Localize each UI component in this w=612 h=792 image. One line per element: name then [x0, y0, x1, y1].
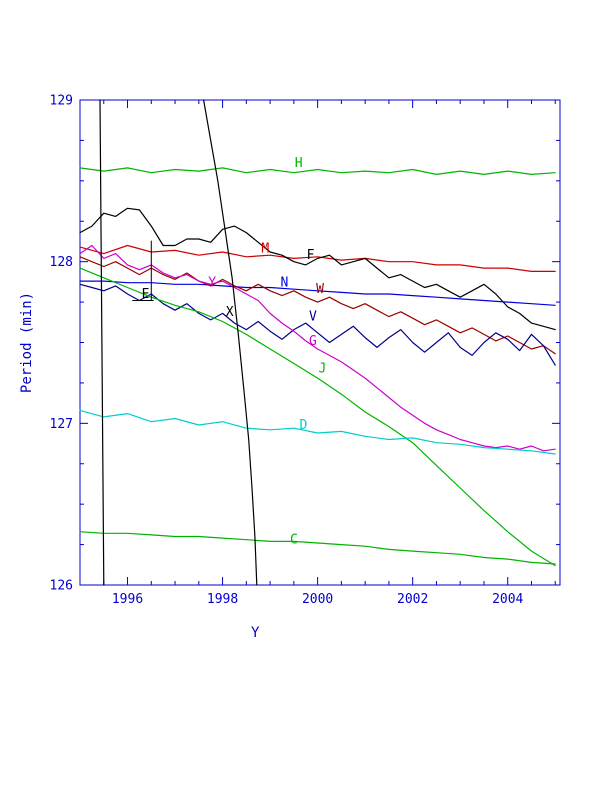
curve-label-D: D	[299, 418, 307, 433]
x-tick-label: 2002	[397, 592, 428, 607]
curve-label-C: C	[290, 533, 298, 548]
curve-label-V: V	[309, 310, 317, 325]
curve-label-H: H	[295, 156, 303, 171]
curve-label-W: W	[316, 282, 324, 297]
x-tick-label: 1996	[112, 592, 143, 607]
curve-label-X: X	[226, 305, 234, 320]
series-H-line	[79, 167, 556, 175]
series-G-line	[79, 244, 556, 452]
x-tick-label: 2004	[492, 592, 523, 607]
series-W-line	[79, 256, 556, 355]
x-tick-label: 2000	[302, 592, 333, 607]
series-J-line	[79, 267, 556, 567]
series-track-2-line	[203, 99, 258, 586]
series-track-1-line	[99, 99, 105, 586]
curve-label-M: M	[261, 242, 269, 257]
y-tick-label: 129	[50, 94, 73, 109]
curve-label-G: G	[309, 334, 317, 349]
series-N-line	[79, 280, 556, 306]
y-tick-label: 127	[50, 417, 73, 432]
curve-label-J: J	[318, 361, 326, 376]
curve-label-N: N	[280, 276, 288, 291]
series-D-line	[79, 409, 556, 455]
y-axis-label: Period (min)	[19, 292, 35, 393]
y-tick-label: 126	[50, 579, 73, 594]
x-tick-label: 1998	[207, 592, 238, 607]
series-M-line	[79, 244, 556, 272]
series-C-line	[79, 531, 556, 565]
x-axis-label: Y	[251, 625, 260, 641]
curve-label-Y: Y	[208, 276, 216, 291]
y-tick-label: 128	[50, 255, 73, 270]
curve-label-E: E	[142, 287, 150, 302]
series-F-line	[79, 207, 556, 331]
curve-label-F: F	[307, 248, 315, 263]
